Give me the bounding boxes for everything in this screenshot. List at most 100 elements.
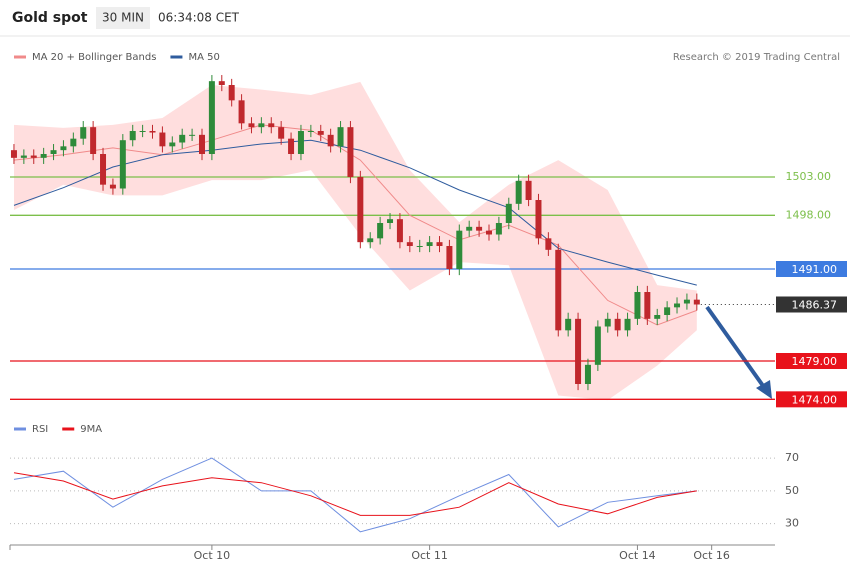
candle-body [693,299,700,305]
candle-body [624,318,631,331]
candle-body [357,177,364,243]
candle-body [40,154,47,158]
candle-body [377,223,384,239]
candle-body [278,127,285,139]
candle-body [456,230,463,269]
candle-body [189,134,196,136]
candle-body [159,132,166,147]
forecast-arrow [705,305,768,392]
candle-body [396,219,403,243]
candle-body [109,184,116,189]
level-label: 1486.37 [792,298,838,311]
x-tick-label: Oct 10 [194,549,231,562]
rsi-tick-label: 30 [785,517,799,530]
rsi-line [13,472,697,516]
candle-body [297,131,304,154]
candle-body [644,292,651,319]
candle-body [60,146,67,151]
candle-body [545,238,552,250]
candle-body [584,364,591,384]
candle-body [387,219,394,223]
candle-body [307,131,314,132]
candle-body [149,131,156,133]
candle-body [218,81,225,85]
candle-body [179,134,186,143]
level-label: 1474.00 [792,393,838,406]
ma-line [13,124,697,326]
candle-body [90,127,97,154]
candle-body [575,318,582,384]
candle-body [594,326,601,365]
candle-body [327,134,334,147]
candle-body [446,246,453,269]
candle-body [416,246,423,247]
timeframe: 30 MIN [102,11,144,25]
candle-body [70,138,77,147]
candle-body [367,238,374,243]
candle-body [169,142,176,147]
timeframe-box [96,7,150,29]
legend-label: 9MA [80,424,102,435]
candle-body [426,242,433,246]
candle-body [485,230,492,235]
credit: Research © 2019 Trading Central [673,52,840,63]
candle-body [228,85,235,101]
ma-line [13,139,697,286]
candle-body [139,131,146,132]
candle-body [129,131,136,141]
candle-body [604,318,611,327]
x-tick-label: Oct 16 [693,549,730,562]
candle-body [50,150,57,154]
candle-body [505,203,512,223]
level-label: 1491.00 [792,263,838,276]
candle-body [268,123,275,128]
legend-label: RSI [32,424,48,435]
candle-body [495,223,502,235]
forecast-arrowhead [756,380,772,399]
legend-label: MA 20 + Bollinger Bands [32,52,156,63]
level-label-box [776,261,847,277]
rsi-line [13,457,697,533]
candle-body [683,299,690,304]
chart-title: Gold spot [12,10,88,26]
candle-body [555,249,562,331]
candle-body [288,138,295,154]
candle-body [317,131,324,135]
legend-label: MA 50 [188,52,219,63]
rsi-tick-label: 70 [785,451,799,464]
bollinger-band [14,81,697,401]
rsi-tick-label: 50 [785,484,799,497]
x-tick-label: Oct 11 [411,549,448,562]
candle-body [674,303,681,308]
candle-body [119,140,126,189]
level-label: 1479.00 [792,355,838,368]
candle-body [30,155,37,158]
candle-body [525,180,532,200]
candle-body [258,123,265,128]
candle-body [466,226,473,231]
candle-body [476,226,483,231]
level-label-box [776,296,847,313]
candle-body [238,100,245,124]
candle-body [100,154,107,185]
candle-body [565,318,572,331]
candle-body [634,292,641,319]
candle-body [20,155,27,158]
candle-body [614,318,621,331]
candle-body [347,127,354,177]
level-label: 1503.00 [786,170,832,183]
candle-body [80,127,87,139]
level-label-box [776,353,847,369]
level-label-box [776,391,847,408]
candle-body [337,127,344,147]
candle-body [248,123,255,128]
candle-body [208,81,215,154]
candle-body [515,180,522,204]
candle-body [198,134,205,154]
candle-body [654,315,661,319]
clock: 06:34:08 CET [158,11,240,25]
candle-body [406,242,413,246]
candle-body [535,200,542,239]
candle-body [436,242,443,246]
